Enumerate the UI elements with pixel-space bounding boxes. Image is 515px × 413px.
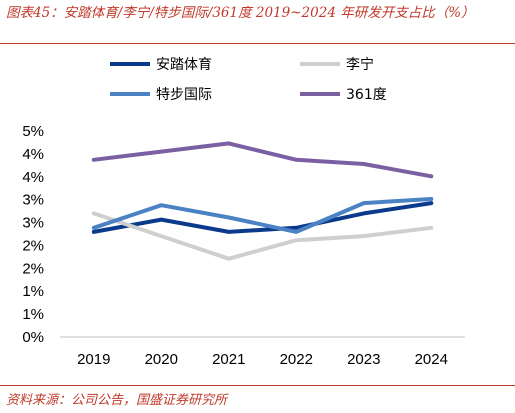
y-tick-label: 2% bbox=[22, 260, 44, 277]
series-line bbox=[91, 211, 434, 261]
y-tick-label: 3% bbox=[22, 192, 44, 209]
y-tick-label: 4% bbox=[22, 169, 44, 186]
y-tick-label: 3% bbox=[22, 215, 44, 232]
legend-label: 特步国际 bbox=[156, 87, 212, 103]
x-tick-label: 2020 bbox=[145, 351, 178, 368]
series-lines bbox=[91, 141, 434, 261]
x-tick-label: 2024 bbox=[415, 351, 448, 368]
series-line bbox=[91, 201, 434, 234]
y-axis-ticks: 0% 1% 1% 2% 2% 3% 3% 4% 4% 5% bbox=[22, 123, 44, 346]
y-tick-label: 2% bbox=[22, 237, 44, 254]
legend-label: 李宁 bbox=[346, 56, 374, 73]
x-tick-label: 2021 bbox=[212, 351, 245, 368]
y-tick-label: 0% bbox=[22, 329, 44, 346]
series-line bbox=[91, 197, 434, 234]
series-line bbox=[91, 141, 434, 179]
legend-label: 361度 bbox=[346, 87, 387, 103]
y-tick-label: 1% bbox=[22, 283, 44, 300]
x-tick-label: 2023 bbox=[347, 351, 380, 368]
chart-title: 图表45：安踏体育/李宁/特步国际/361度 2019~2024 年研发开支占比… bbox=[6, 5, 475, 21]
source-divider bbox=[0, 385, 515, 386]
y-tick-label: 1% bbox=[22, 306, 44, 323]
legend-label: 安踏体育 bbox=[156, 57, 212, 73]
x-tick-label: 2022 bbox=[280, 351, 313, 368]
y-tick-label: 5% bbox=[22, 123, 44, 140]
y-tick-label: 4% bbox=[22, 146, 44, 163]
x-axis-ticks: 2019 2020 2021 2022 2023 2024 bbox=[77, 351, 448, 368]
x-tick-label: 2019 bbox=[77, 351, 110, 368]
source-note: 资料来源：公司公告，国盛证券研究所 bbox=[6, 393, 228, 408]
title-divider bbox=[0, 43, 515, 44]
